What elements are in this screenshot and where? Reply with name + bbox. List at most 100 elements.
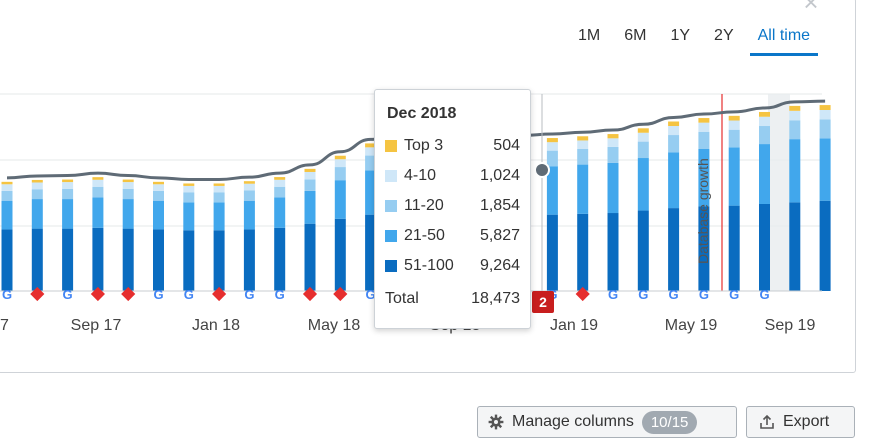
- google-update-marker: G: [244, 287, 254, 302]
- tooltip-label: 21-50: [404, 227, 445, 244]
- tooltip-label: 51-100: [404, 257, 454, 274]
- bar-segment-11-20: [183, 192, 195, 203]
- google-update-marker: G: [608, 287, 618, 302]
- flag-marker: [30, 286, 45, 302]
- tooltip-title: Dec 2018: [387, 105, 457, 122]
- bar-segment-51-100: [213, 230, 225, 291]
- bar-segment-top-3: [122, 179, 134, 183]
- bar-segment-51-100: [92, 227, 104, 291]
- swatch-51-100: [385, 260, 397, 272]
- bar-segment-21-50: [122, 199, 134, 229]
- bar-segment-11-20: [698, 131, 710, 149]
- bar-segment-4-10: [334, 159, 346, 168]
- flag-marker: [302, 286, 318, 302]
- x-tick-label: 7: [0, 317, 9, 334]
- bar-segment-51-100: [1, 229, 13, 291]
- tab-all-time[interactable]: All time: [749, 26, 819, 56]
- bar-segment-51-100: [668, 208, 680, 291]
- bar-segment-11-20: [274, 186, 286, 198]
- bar-segment-11-20: [546, 150, 558, 167]
- tooltip-total-value: 18,473: [471, 290, 520, 307]
- close-icon[interactable]: ×: [803, 0, 819, 17]
- bar-segment-21-50: [304, 190, 316, 224]
- tooltip-row-11-20: 11-20 1,854: [385, 196, 520, 216]
- google-update-marker: G: [153, 287, 163, 302]
- flag-marker: [575, 286, 590, 302]
- tab-2y[interactable]: 2Y: [714, 27, 734, 44]
- bar-segment-4-10: [274, 179, 286, 187]
- tooltip-row-51-100: 51-100 9,264: [385, 256, 520, 276]
- bar-segment-4-10: [759, 116, 770, 127]
- bar-segment-4-10: [546, 142, 558, 151]
- tooltip-row-4-10: 4-10 1,024: [385, 166, 520, 186]
- hover-point: [534, 162, 550, 178]
- bar-segment-51-100: [183, 230, 195, 291]
- tab-1y[interactable]: 1Y: [670, 27, 691, 44]
- bar-segment-51-100: [789, 202, 801, 291]
- bar-segment-51-100: [546, 214, 558, 291]
- bar-segment-top-3: [607, 134, 619, 139]
- bar-segment-51-100: [304, 223, 316, 291]
- bar-segment-51-100: [243, 229, 255, 291]
- bar-segment-4-10: [728, 120, 740, 130]
- bar-segment-21-50: [183, 202, 195, 231]
- bar-segment-21-50: [698, 148, 710, 207]
- tab-6m[interactable]: 6M: [624, 27, 647, 44]
- bar-segment-21-50: [668, 152, 680, 209]
- manage-columns-label: Manage columns: [512, 413, 634, 430]
- bar-segment-4-10: [789, 110, 801, 121]
- bar-segment-4-10: [153, 184, 164, 191]
- flag-marker: [333, 286, 348, 302]
- x-tick-label: May 19: [665, 317, 718, 334]
- bar-segment-top-3: [1, 181, 13, 185]
- bar-segment-4-10: [62, 182, 74, 189]
- swatch-11-20: [385, 200, 397, 212]
- google-update-marker: G: [366, 287, 376, 302]
- bar-segment-4-10: [819, 110, 831, 120]
- bar-segment-11-20: [1, 190, 13, 201]
- x-tick-label: Jan 18: [192, 317, 240, 334]
- manage-columns-button[interactable]: Manage columns 10/15: [477, 406, 737, 438]
- bar-segment-21-50: [153, 200, 164, 230]
- bar-segment-11-20: [62, 188, 74, 200]
- bar-segment-top-3: [698, 118, 710, 123]
- bar-segment-21-50: [274, 197, 286, 228]
- bar-segment-4-10: [668, 126, 680, 136]
- annotation-badge: [532, 291, 554, 313]
- tooltip-value: 1,024: [479, 167, 520, 184]
- bar-segment-11-20: [789, 120, 801, 140]
- bar-segment-21-50: [577, 164, 589, 214]
- bar-segment-11-20: [637, 141, 649, 159]
- x-tick-label: May 18: [308, 317, 361, 334]
- bar-segment-51-100: [637, 210, 649, 291]
- google-update-marker: G: [184, 287, 194, 302]
- bar-segment-51-100: [274, 227, 286, 291]
- tab-1m[interactable]: 1M: [578, 27, 601, 44]
- export-label: Export: [783, 413, 830, 430]
- bar-segment-top-3: [334, 155, 346, 160]
- bar-segment-51-100: [607, 213, 619, 291]
- flag-marker: [121, 286, 136, 302]
- bar-segment-11-20: [213, 192, 225, 203]
- bar-segment-11-20: [122, 188, 134, 200]
- google-update-marker: G: [275, 287, 285, 302]
- bar-segment-51-100: [577, 213, 589, 291]
- bar-segment-11-20: [153, 190, 164, 201]
- bar-segment-11-20: [92, 186, 104, 198]
- bar-segment-top-3: [577, 136, 589, 141]
- google-update-marker: G: [638, 287, 648, 302]
- bar-segment-51-100: [153, 229, 164, 291]
- bar-segment-21-50: [243, 200, 255, 230]
- google-update-marker: G: [729, 287, 739, 302]
- bar-segment-21-50: [334, 180, 346, 219]
- bar-segment-21-50: [1, 200, 13, 230]
- tooltip-row-top3: Top 3 504: [385, 136, 520, 156]
- export-button[interactable]: Export: [746, 406, 855, 438]
- export-icon: [759, 414, 775, 430]
- bar-segment-top-3: [183, 183, 195, 186]
- x-tick-label: Sep 17: [71, 317, 122, 334]
- google-update-marker: G: [759, 287, 769, 302]
- bar-segment-51-100: [759, 203, 770, 291]
- bar-segment-11-20: [31, 189, 43, 200]
- bar-segment-top-3: [274, 177, 286, 180]
